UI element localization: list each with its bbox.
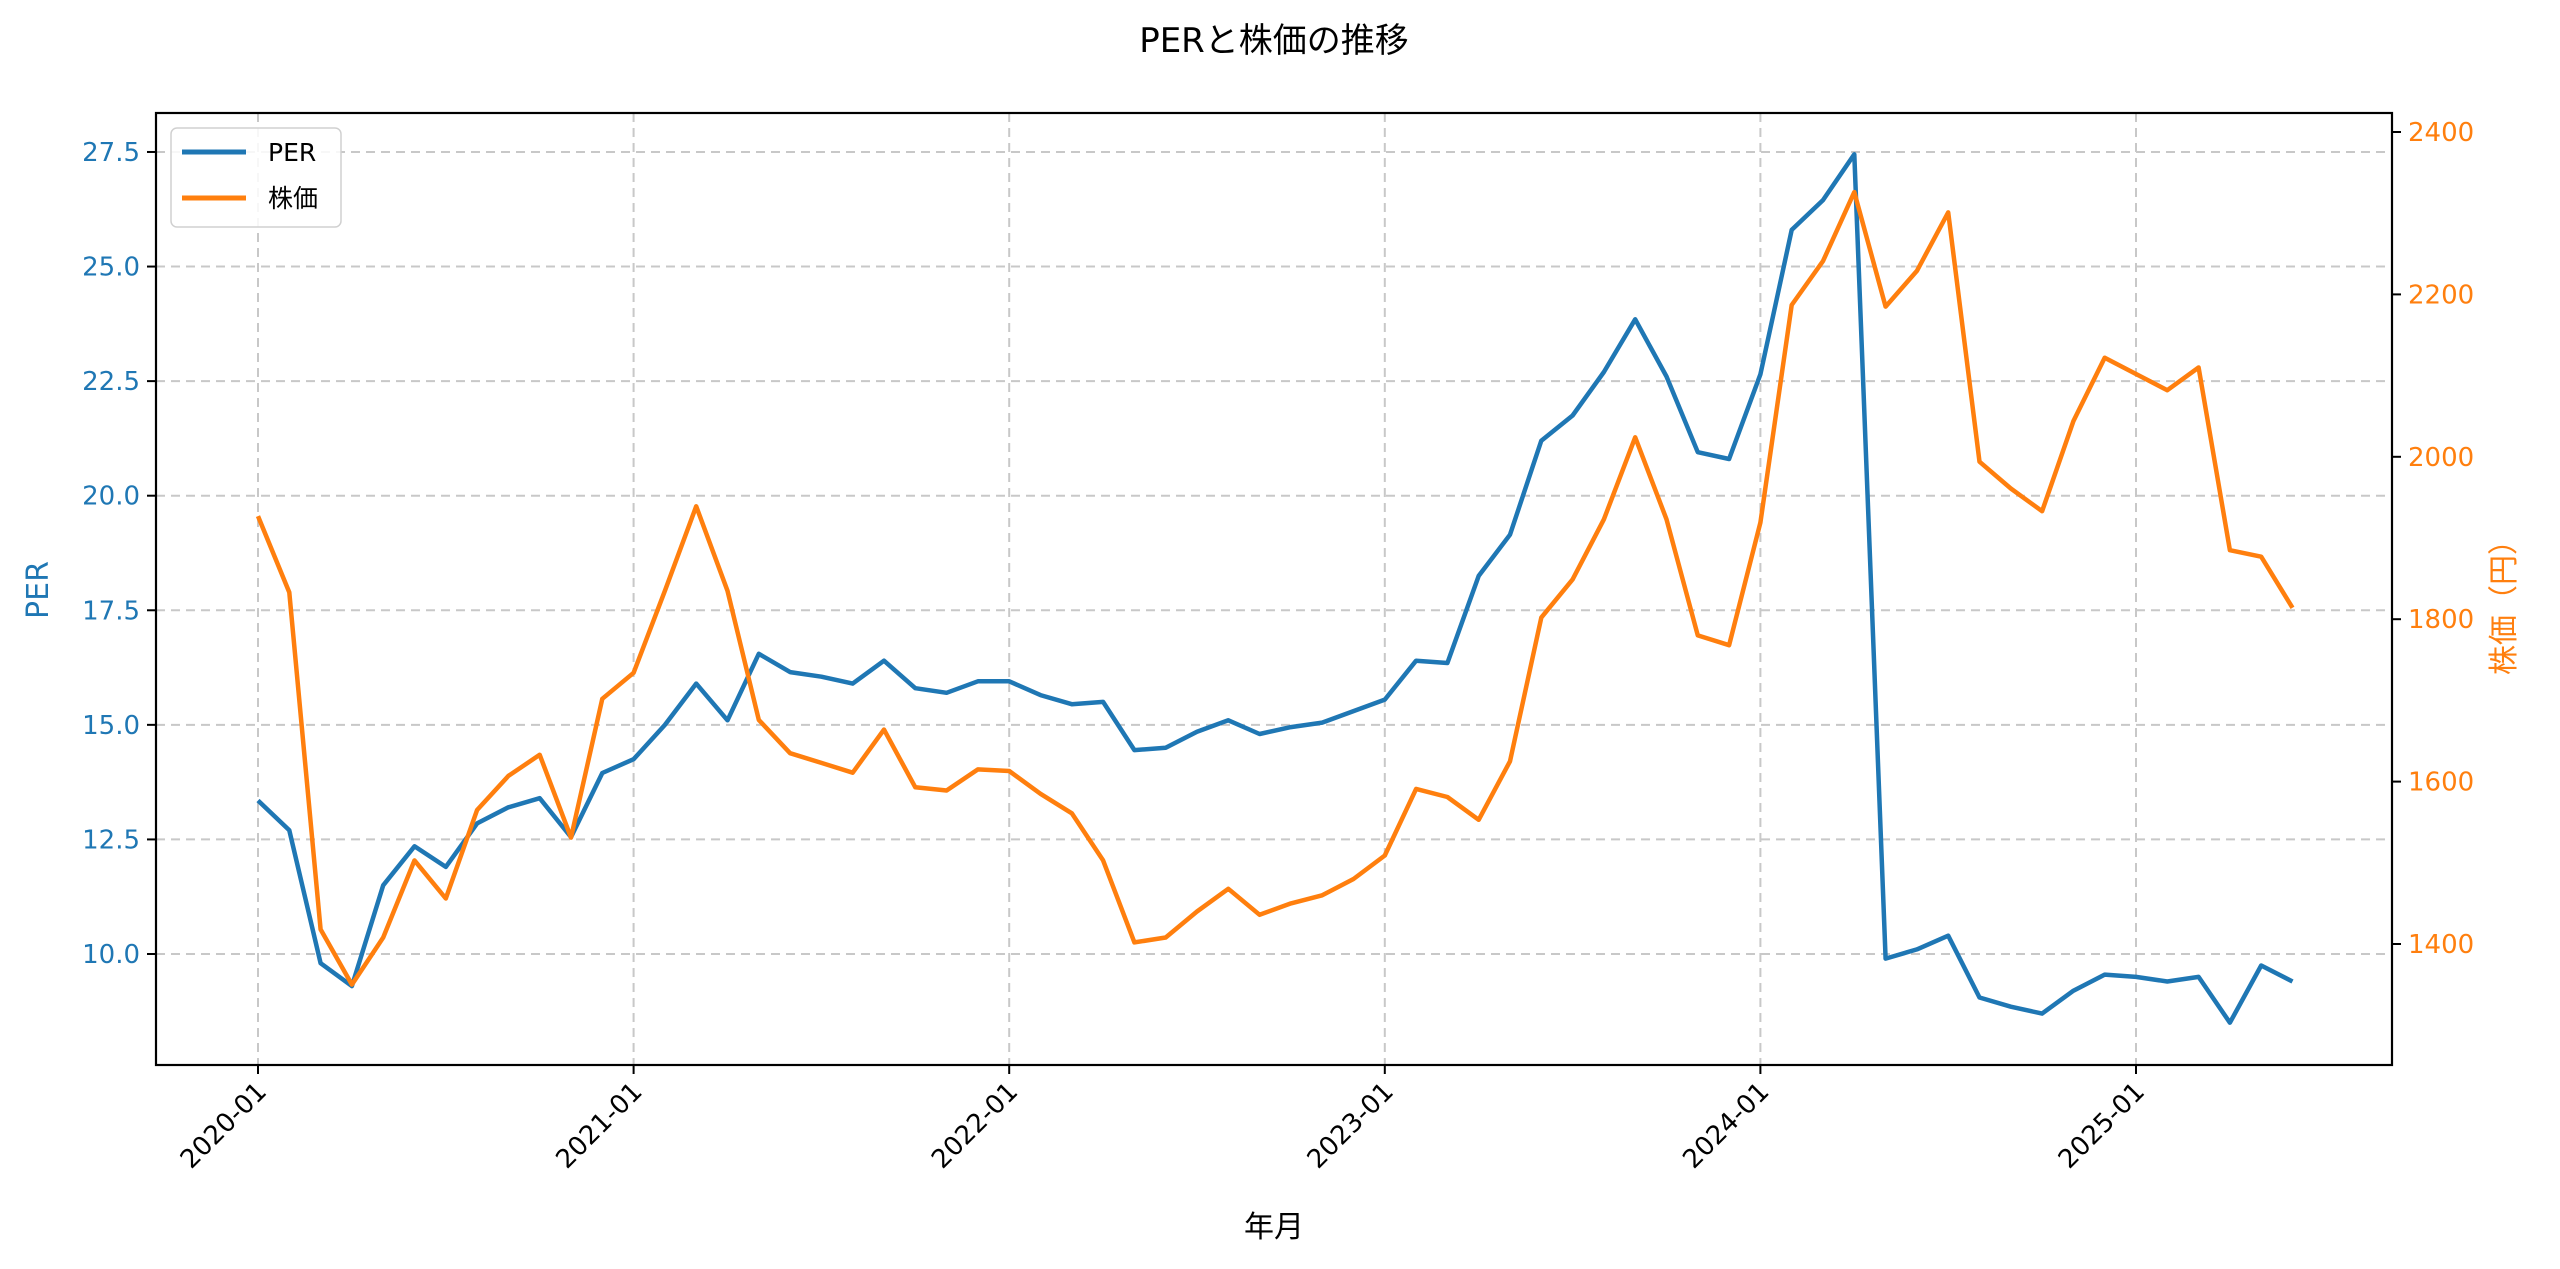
grid-lines [156, 113, 2392, 1065]
x-tick-label: 2022-01 [926, 1077, 1024, 1175]
left-tick-label: 17.5 [82, 596, 140, 626]
legend-label-per: PER [268, 138, 316, 167]
left-tick-label: 15.0 [82, 711, 140, 741]
left-y-axis-ticks: 10.0 12.5 15.0 17.5 20.0 22.5 25.0 27.5 [82, 138, 156, 970]
data-lines [255, 152, 2295, 1025]
right-tick-label: 2000 [2408, 443, 2474, 473]
chart-title: PERと株価の推移 [1139, 21, 1409, 61]
right-tick-label: 1600 [2408, 768, 2474, 798]
right-tick-label: 2400 [2408, 118, 2474, 148]
left-y-axis-label: PER [21, 561, 56, 619]
x-tick-label: 2023-01 [1302, 1077, 1400, 1175]
right-y-axis-label: 株価（円） [2487, 525, 2522, 675]
left-tick-label: 10.0 [82, 940, 140, 970]
x-tick-label: 2024-01 [1677, 1077, 1775, 1175]
right-tick-label: 1800 [2408, 605, 2474, 635]
right-tick-label: 2200 [2408, 280, 2474, 310]
left-tick-label: 12.5 [82, 825, 140, 855]
x-axis-label: 年月 [1244, 1210, 1304, 1245]
legend-label-price: 株価 [268, 184, 318, 213]
left-tick-label: 25.0 [82, 253, 140, 283]
plot-frame [154, 111, 2394, 1067]
x-tick-label: 2020-01 [175, 1077, 273, 1175]
x-tick-label: 2021-01 [551, 1077, 649, 1175]
x-tick-label: 2025-01 [2053, 1077, 2151, 1175]
left-tick-label: 22.5 [82, 367, 140, 397]
right-y-axis-ticks: 1400 1600 1800 2000 2200 2400 [2392, 118, 2474, 960]
left-tick-label: 20.0 [82, 482, 140, 512]
series-line-per [256, 152, 2294, 1025]
series-line-price [255, 189, 2295, 987]
x-axis-ticks: 2020-01 2021-01 2022-01 2023-01 2024-01 2025-… [175, 1065, 2151, 1175]
legend: PER 株価 [170, 127, 342, 228]
right-tick-label: 1400 [2408, 930, 2474, 960]
left-tick-label: 27.5 [82, 138, 140, 168]
